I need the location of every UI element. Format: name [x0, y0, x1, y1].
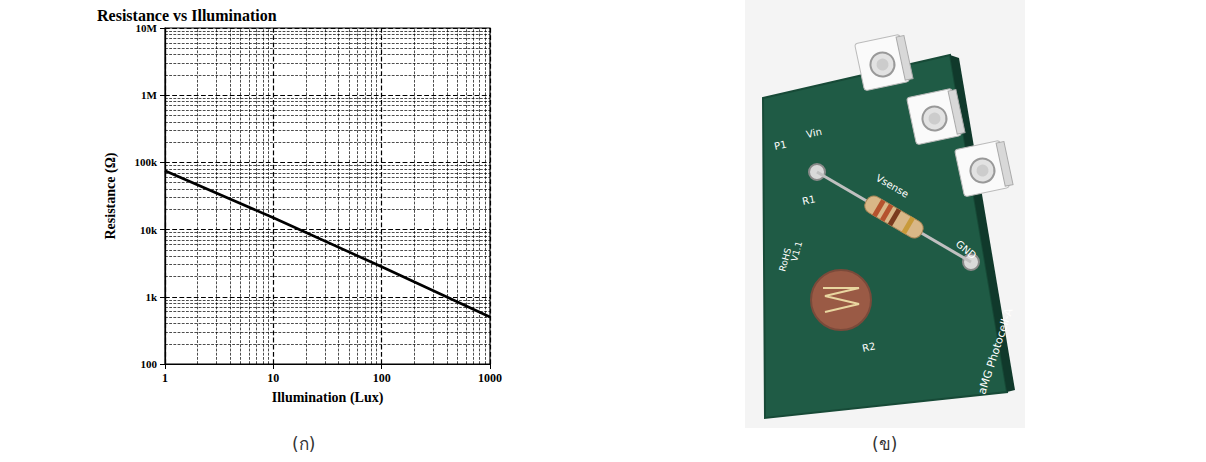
- svg-text:100: 100: [373, 371, 391, 385]
- svg-text:RoHS: RoHS: [777, 246, 794, 273]
- svg-text:100: 100: [141, 358, 158, 370]
- svg-text:1k: 1k: [145, 291, 158, 303]
- svg-text:P1: P1: [773, 139, 787, 152]
- svg-text:Resistance vs Illumination: Resistance vs Illumination: [97, 7, 277, 24]
- svg-text:V1.1: V1.1: [789, 240, 804, 262]
- svg-text:10M: 10M: [136, 22, 158, 34]
- svg-text:aMG Photocell-A: aMG Photocell-A: [975, 306, 1015, 396]
- html-text:(ข): (ข): [872, 434, 898, 454]
- svg-text:Vsense: Vsense: [874, 172, 911, 199]
- svg-text:10: 10: [267, 371, 279, 385]
- svg-text:Illumination (Lux): Illumination (Lux): [272, 390, 384, 406]
- svg-text:1M: 1M: [141, 89, 158, 101]
- svg-text:10k: 10k: [140, 224, 158, 236]
- svg-text:GND: GND: [954, 238, 979, 261]
- svg-text:Resistance (Ω): Resistance (Ω): [103, 152, 119, 239]
- svg-text:1000: 1000: [478, 371, 502, 385]
- svg-text:100k: 100k: [134, 156, 158, 168]
- svg-text:R1: R1: [801, 193, 816, 207]
- svg-text:1: 1: [162, 371, 168, 385]
- svg-text:Vin: Vin: [805, 126, 823, 140]
- html-text:(ก): (ก): [292, 434, 316, 454]
- svg-text:R2: R2: [861, 340, 876, 354]
